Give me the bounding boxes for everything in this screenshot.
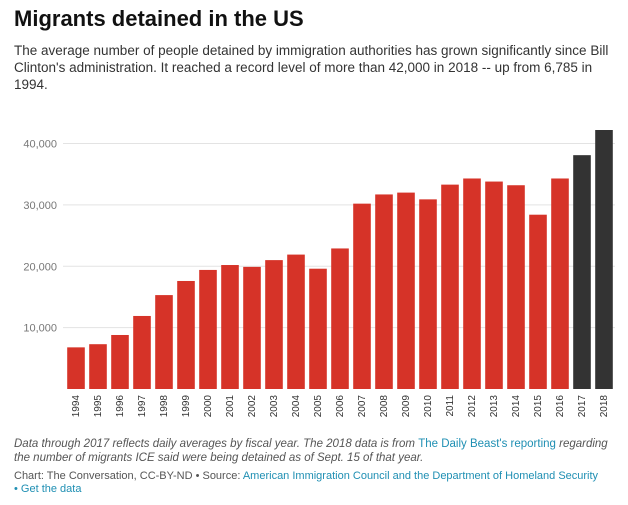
bars	[67, 130, 613, 389]
bar-1994	[67, 347, 85, 389]
bar-1995	[89, 344, 107, 389]
bar-2008	[375, 194, 393, 389]
bar-2001	[221, 265, 239, 389]
x-tick-label: 2010	[423, 395, 434, 418]
x-tick-label: 2007	[357, 395, 368, 418]
y-tick-label: 30,000	[23, 200, 57, 212]
y-tick-label: 40,000	[23, 139, 57, 151]
x-tick-label: 2011	[445, 395, 456, 417]
axis-labels: 10,000 20,000 30,000 40,000 1994 1995 1996 1997…	[23, 139, 610, 418]
notes-text: Data through 2017 reflects daily average…	[14, 438, 419, 450]
x-tick-label: 1997	[137, 395, 148, 418]
x-tick-label: 2012	[467, 395, 478, 418]
bar-2002	[243, 266, 261, 389]
x-tick-label: 2003	[269, 395, 280, 418]
get-data-link[interactable]: Get the data	[20, 483, 82, 495]
x-tick-label: 2006	[335, 395, 346, 418]
x-tick-label: 2001	[225, 395, 236, 418]
x-tick-label: 2004	[291, 395, 302, 418]
x-tick-label: 2015	[533, 395, 544, 418]
chart-title: Migrants detained in the US	[14, 6, 304, 31]
x-tick-label: 2013	[489, 395, 500, 418]
bar-2006	[331, 248, 349, 389]
x-tick-label: 2014	[511, 395, 522, 418]
x-tick-label: 2002	[247, 395, 258, 418]
bar-1998	[155, 295, 173, 389]
get-data-separator: •	[14, 483, 21, 495]
x-tick-label: 2000	[203, 395, 214, 418]
bar-2003	[265, 260, 283, 389]
x-tick-label: 2018	[599, 395, 610, 418]
x-tick-label: 1994	[71, 395, 82, 418]
daily-beast-link[interactable]: The Daily Beast's reporting	[418, 438, 556, 450]
bar-2000	[199, 269, 217, 389]
y-tick-label: 20,000	[23, 261, 57, 273]
chart-subtitle: The average number of people detained by…	[14, 43, 609, 92]
bar-2007	[353, 203, 371, 389]
chart-notes: Data through 2017 reflects daily average…	[14, 437, 614, 465]
bar-2009	[397, 192, 415, 389]
x-tick-label: 1996	[115, 395, 126, 418]
bar-2017	[573, 155, 591, 389]
y-tick-label: 10,000	[23, 323, 57, 335]
bar-1997	[133, 315, 151, 389]
bar-chart: 10,000 20,000 30,000 40,000 1994 1995 1996 1997…	[23, 130, 615, 418]
x-tick-label: 2008	[379, 395, 390, 418]
x-tick-label: 1995	[93, 395, 104, 418]
bar-1999	[177, 280, 195, 389]
x-tick-label: 1999	[181, 395, 192, 418]
bar-2011	[441, 184, 459, 389]
bar-2014	[507, 185, 525, 389]
bar-1996	[111, 334, 129, 389]
x-tick-label: 2016	[555, 395, 566, 418]
bar-2016	[551, 178, 569, 389]
bar-2015	[529, 214, 547, 389]
bar-2004	[287, 254, 305, 389]
credit-text: Chart: The Conversation, CC-BY-ND • Sour…	[14, 470, 243, 482]
bar-2013	[485, 181, 503, 389]
notes-text-end: regarding the number of migrants ICE sai…	[14, 438, 608, 464]
bar-2010	[419, 199, 437, 389]
bar-2005	[309, 268, 327, 389]
x-tick-label: 2009	[401, 395, 412, 418]
x-tick-label: 2017	[577, 395, 588, 418]
chart-footer: Chart: The Conversation, CC-BY-ND • Sour…	[14, 470, 614, 496]
bar-2018	[595, 130, 613, 389]
x-tick-label: 1998	[159, 395, 170, 418]
x-tick-label: 2005	[313, 395, 324, 418]
bar-2012	[463, 178, 481, 389]
source-link[interactable]: American Immigration Council and the Dep…	[242, 470, 599, 482]
